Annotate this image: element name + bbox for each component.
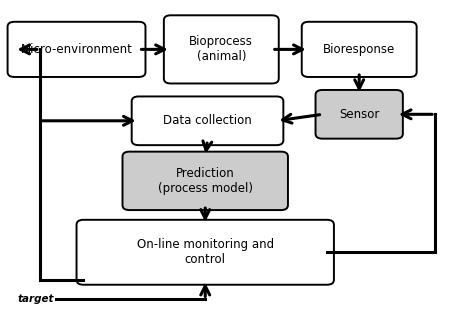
Text: Data collection: Data collection: [163, 114, 252, 127]
Text: Sensor: Sensor: [339, 108, 379, 121]
Text: target: target: [17, 294, 53, 304]
Text: On-line monitoring and
control: On-line monitoring and control: [136, 238, 274, 266]
FancyBboxPatch shape: [164, 15, 279, 83]
Text: Bioprocess
(animal): Bioprocess (animal): [189, 36, 253, 63]
Text: Micro-environment: Micro-environment: [21, 43, 132, 56]
FancyBboxPatch shape: [132, 96, 284, 145]
FancyBboxPatch shape: [7, 22, 146, 77]
FancyBboxPatch shape: [123, 152, 288, 210]
FancyBboxPatch shape: [77, 220, 334, 285]
FancyBboxPatch shape: [315, 90, 403, 139]
Text: Bioresponse: Bioresponse: [323, 43, 396, 56]
FancyBboxPatch shape: [302, 22, 417, 77]
Text: Prediction
(process model): Prediction (process model): [158, 167, 253, 195]
